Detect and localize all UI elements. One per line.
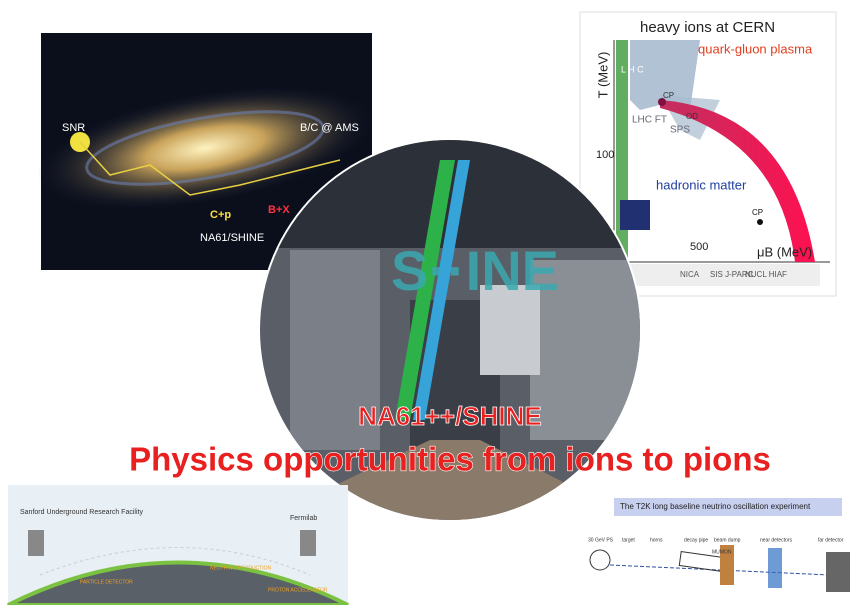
axis-label: T (MeV) [595,52,610,99]
label: SNR [62,122,85,134]
experiment-photo: S··INE [258,138,642,522]
title: The T2K long baseline neutrino oscillati… [620,502,811,511]
label: LHC FT [632,115,667,126]
label: OD [686,112,698,121]
cp-point [757,219,763,225]
main-title: Physics opportunities from ions to pions [129,441,771,478]
label: CP [663,91,674,100]
label: target [622,537,635,543]
title-bar [614,498,842,516]
far-detector [826,552,850,592]
label: B/C @ AMS [300,122,359,134]
galaxy-panel: SNR B/C @ AMS C+p B+X NA61/SHINE [37,33,373,270]
site-label: Fermilab [290,515,317,522]
facility-bar [614,264,820,286]
label: near detectors [760,537,792,543]
tick-label: 100 [596,149,614,161]
label: hadronic matter [656,177,747,192]
cp-point [658,98,666,106]
ring [589,549,611,571]
beam [39,547,311,576]
label: SPS [670,125,690,136]
label: PARTICLE DETECTOR [80,579,133,585]
label: decay pipe [684,537,708,543]
label: B+X [268,204,290,216]
dump [720,545,734,585]
label: 30 GeV PS [588,537,614,543]
path-line [79,141,341,196]
near-detector [768,548,782,588]
t2k-panel: The T2K long baseline neutrino oscillati… [580,490,858,605]
facility: NICA [680,270,700,279]
machinery [290,250,380,450]
site-label: Sanford Underground Research Facility [20,509,143,516]
label: MUMON [712,549,732,555]
galaxy [37,86,373,210]
title: heavy ions at CERN [640,19,775,36]
label: L H C [621,64,644,74]
label: NEUTRINO PRODUCTION [210,565,272,571]
earth [7,560,349,605]
logo-stripe [395,160,455,420]
facility: NUCL HIAF [745,270,787,279]
label: C+p [210,209,231,221]
facility: SIS J-PARC [710,270,754,279]
label: NA61/SHINE [200,232,264,244]
label: horns [650,537,663,543]
building [300,530,316,556]
tick-label: 500 [690,241,708,253]
logo-stripe [413,160,470,420]
label: PROTON ACCELERATOR [268,587,328,593]
label: beam dump [714,537,741,543]
label: far detector [818,537,844,543]
label: CP [752,208,763,217]
logo: S··INE [391,239,559,302]
phase-diagram: heavy ions at CERN T (MeV) L H C quark-g… [579,11,837,297]
building [28,530,44,556]
thumbnail [620,200,650,230]
machinery [530,260,640,440]
transition-band [660,100,815,262]
galaxy-arm [85,110,325,186]
panel [480,285,540,375]
subtitle: NA61++/SHINE [358,401,542,431]
neutrino-panel: Sanford Underground Research Facility Fe… [7,485,349,605]
axis-label: μB (MeV) [757,244,812,259]
label: quark-gluon plasma [698,41,813,56]
region [630,40,700,110]
